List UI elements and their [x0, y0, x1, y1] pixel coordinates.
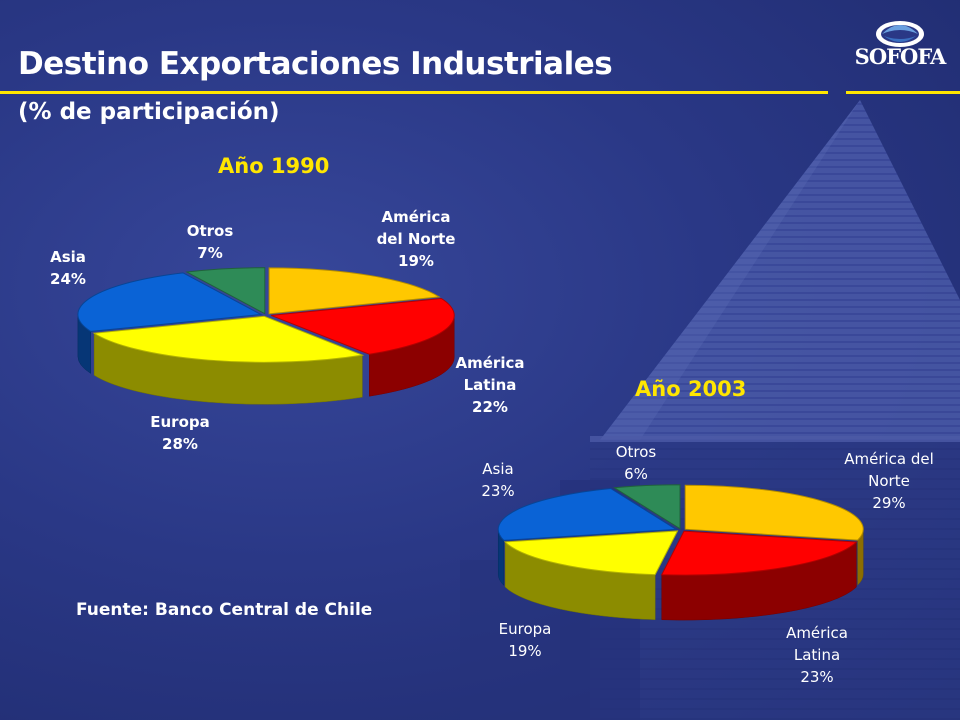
chart-1990-title: Año 1990: [218, 154, 330, 178]
slice-value: 23%: [800, 668, 834, 686]
pie-1990-label-otros: Otros 7%: [170, 220, 250, 264]
chart-2003-title: Año 2003: [635, 377, 747, 401]
pie-2003-slice-europa: [503, 530, 679, 576]
pie-2003-label-asia: Asia 23%: [460, 458, 536, 502]
slice-name: Asia: [482, 460, 514, 478]
slice-name: América Latina: [786, 624, 848, 664]
slice-name: Otros: [186, 222, 234, 240]
title-rule-right: [846, 91, 960, 94]
pie-1990-label-asia: Asia 24%: [26, 246, 110, 290]
pie-1990-label-europa: Europa 28%: [130, 411, 230, 455]
slice-value: 19%: [508, 642, 542, 660]
data-source-note: Fuente: Banco Central de Chile: [76, 600, 373, 620]
pie-1990-slice-américa-latina: [271, 297, 455, 355]
slice-name: América del Norte: [844, 450, 934, 490]
pie-1990-label-america-norte: América del Norte 19%: [366, 206, 466, 272]
slice-name: Otros: [615, 443, 657, 461]
pie-chart-1990: [77, 267, 455, 405]
pie-2003-slice-asia: [497, 487, 678, 541]
logo-emblem-icon: [876, 21, 924, 47]
pie-1990-slice-otros: [185, 267, 266, 315]
pie-2003-slice-otros: [612, 484, 681, 530]
slice-value: 24%: [50, 270, 86, 288]
page-title: Destino Exportaciones Industriales: [18, 46, 613, 82]
pie-1990-label-america-latina: América Latina 22%: [440, 352, 540, 418]
title-rule-left: [0, 91, 828, 94]
pie-2003-label-america-norte: América del Norte 29%: [824, 448, 954, 514]
pie-2003-slice-américa-latina: [660, 530, 858, 576]
slice-value: 22%: [472, 398, 508, 416]
pie-1990-slice-asia: [77, 272, 263, 332]
slice-name: Europa: [498, 620, 552, 638]
slice-name: Europa: [150, 413, 210, 431]
logo-wordmark: SOFOFA: [854, 44, 947, 69]
slice-name: América del Norte: [376, 208, 456, 248]
slice-value: 6%: [624, 465, 648, 483]
page-subtitle: (% de participación): [18, 99, 280, 125]
slice-name: América Latina: [455, 354, 525, 394]
pie-1990-slice-américa-del-norte: [268, 267, 441, 315]
sofofa-logo: SOFOFA: [848, 12, 952, 74]
slice-value: 7%: [197, 244, 223, 262]
pie-chart-2003: [497, 484, 864, 621]
pie-2003-label-america-latina: América Latina 23%: [772, 622, 862, 688]
slice-value: 29%: [872, 494, 906, 512]
pie-2003-label-otros: Otros 6%: [598, 441, 674, 485]
slice-value: 23%: [481, 482, 515, 500]
slice-value: 28%: [162, 435, 198, 453]
pie-2003-label-europa: Europa 19%: [480, 618, 570, 662]
slice-value: 19%: [398, 252, 434, 270]
slice-name: Asia: [50, 248, 86, 266]
pie-2003-slice-américa-del-norte: [684, 484, 864, 541]
pie-1990-slice-europa: [92, 315, 365, 363]
